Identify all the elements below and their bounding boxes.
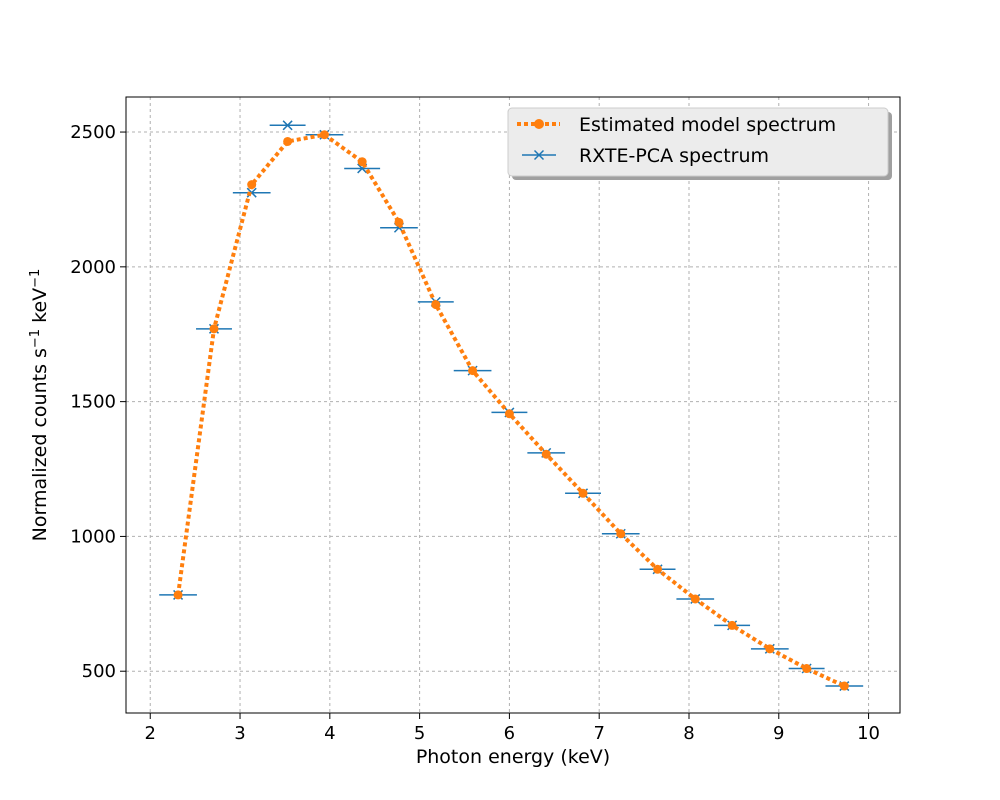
x-tick-label: 9 <box>773 723 784 744</box>
model-point <box>209 324 219 334</box>
model-point <box>765 644 775 654</box>
model-point <box>173 590 183 600</box>
x-tick-label: 2 <box>145 723 156 744</box>
y-axis-label-sup2: −1 <box>28 269 43 288</box>
model-point <box>357 157 367 167</box>
model-point <box>504 409 514 419</box>
legend-label-pca: RXTE-PCA spectrum <box>579 145 769 167</box>
model-series <box>173 130 849 691</box>
y-axis-label: Normalized counts s−1 keV−1 <box>28 269 52 542</box>
y-axis-label-main: Normalized counts s <box>29 348 51 541</box>
x-tick-label: 10 <box>857 723 880 744</box>
legend-label-model: Estimated model spectrum <box>579 114 836 136</box>
legend-box <box>507 107 889 177</box>
model-point <box>541 449 551 459</box>
y-axis-label-middle: keV <box>29 288 51 329</box>
y-tick-label: 500 <box>82 661 116 682</box>
model-point <box>802 664 812 674</box>
model-point <box>319 130 329 140</box>
y-tick-label: 1500 <box>70 392 116 413</box>
plot-data <box>159 120 864 692</box>
model-point <box>578 488 588 498</box>
model-point <box>839 681 849 691</box>
y-tick-label: 1000 <box>70 526 116 547</box>
model-point <box>283 136 293 146</box>
y-tick-label: 2000 <box>70 257 116 278</box>
x-axis-label: Photon energy (keV) <box>416 746 610 768</box>
x-tick-label: 7 <box>593 723 604 744</box>
legend: Estimated model spectrum RXTE-PCA spectr… <box>507 107 892 180</box>
x-tick-label: 5 <box>414 723 425 744</box>
model-point <box>394 217 404 227</box>
model-point <box>690 594 700 604</box>
model-point <box>616 529 626 539</box>
x-tick-label: 8 <box>683 723 694 744</box>
pca-point <box>282 120 293 131</box>
legend-pca-marker-swatch <box>533 149 545 161</box>
y-axis-label-sup1: −1 <box>28 329 43 348</box>
model-point <box>727 620 737 630</box>
model-point <box>247 180 257 190</box>
x-tick-label: 3 <box>234 723 245 744</box>
x-tick-label: 6 <box>504 723 515 744</box>
model-point <box>653 564 663 574</box>
y-tick-label: 2500 <box>70 122 116 143</box>
plot-frame <box>125 96 901 714</box>
model-point <box>431 300 441 310</box>
model-point <box>468 366 478 376</box>
legend-model-marker-swatch <box>534 119 544 129</box>
x-tick-label: 4 <box>324 723 335 744</box>
axis-ticks: 2 3 4 5 6 7 8 9 10 500 1000 1500 2000 2500 <box>70 122 880 744</box>
